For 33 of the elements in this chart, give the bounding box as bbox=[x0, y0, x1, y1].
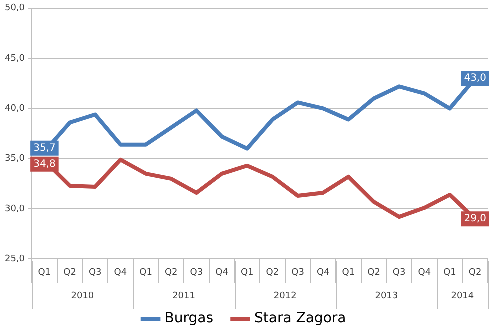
x-tick-label: Q2 bbox=[368, 268, 380, 278]
data-label: 34,8 bbox=[34, 158, 56, 170]
y-tick-label: 30,0 bbox=[4, 204, 26, 214]
y-tick-label: 35,0 bbox=[4, 154, 26, 164]
x-tick-label: Q4 bbox=[114, 268, 128, 278]
data-label: 35,7 bbox=[34, 142, 56, 154]
x-tick-label: Q2 bbox=[64, 268, 76, 278]
x-tick-label: Q3 bbox=[190, 268, 204, 278]
x-tick-label: Q4 bbox=[418, 268, 432, 278]
x-tick-label: Q2 bbox=[468, 268, 482, 278]
legend-label: Burgas bbox=[164, 310, 214, 327]
text: 2014 bbox=[451, 292, 474, 302]
x-tick-label: Q1 bbox=[38, 268, 52, 278]
legend-label: Stara Zagora bbox=[254, 310, 346, 327]
x-tick-label: Q1 bbox=[140, 268, 152, 278]
x-tick-label: Q4 bbox=[216, 268, 229, 278]
text: 2012 bbox=[274, 292, 297, 302]
x-tick-label: Q2 bbox=[164, 268, 178, 278]
text: 2010 bbox=[71, 292, 94, 302]
x-tick-label: Q3 bbox=[392, 268, 406, 278]
x-tick-label: Q3 bbox=[292, 268, 304, 278]
x-tick-label: Q1 bbox=[342, 268, 356, 278]
x-tick-label: Q3 bbox=[88, 268, 102, 278]
x-tick-label: Q4 bbox=[316, 268, 330, 278]
x-tick-label: Q1 bbox=[240, 268, 254, 278]
y-tick-label: 40,0 bbox=[4, 104, 26, 114]
x-tick-label: Q1 bbox=[444, 268, 456, 278]
y-tick-label: 25,0 bbox=[4, 254, 26, 265]
y-tick-label: 50,0 bbox=[4, 4, 26, 14]
y-tick-label: 45,0 bbox=[4, 54, 26, 64]
text: 2013 bbox=[375, 292, 398, 302]
text: 2011 bbox=[172, 292, 196, 302]
x-tick-label: Q2 bbox=[266, 268, 280, 278]
